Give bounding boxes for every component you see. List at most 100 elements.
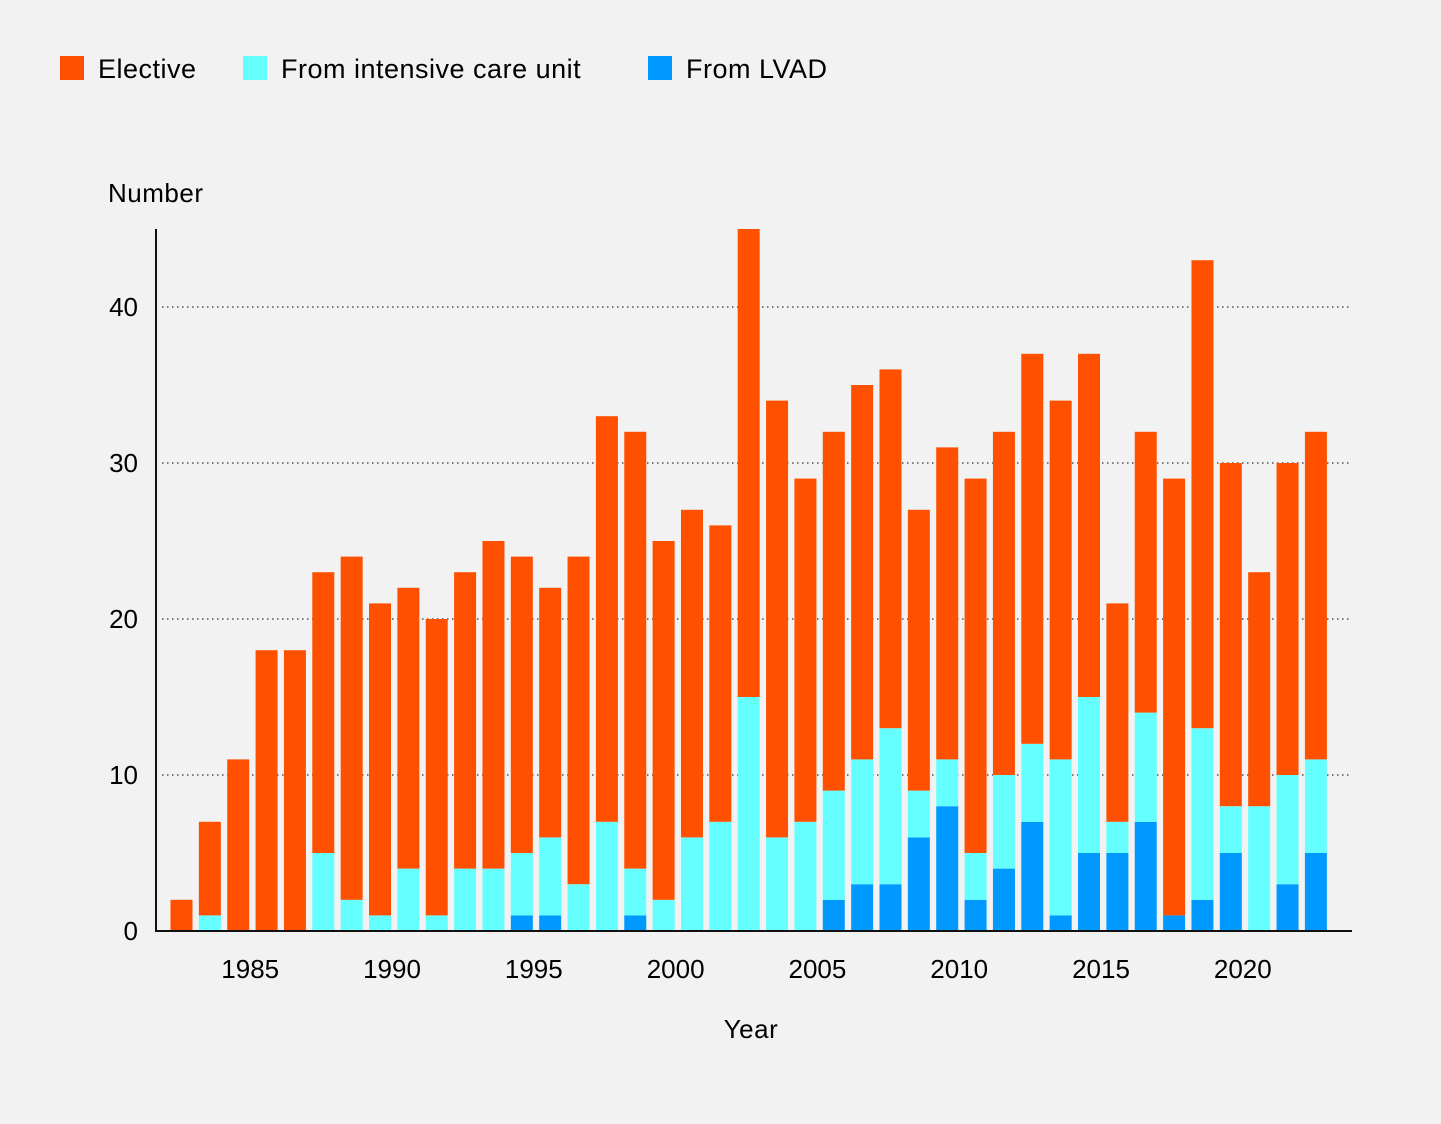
- bar-segment-from-intensive-care-unit: [539, 837, 562, 916]
- y-tick-label: 30: [109, 448, 138, 478]
- bar-segment-from-intensive-care-unit: [822, 790, 845, 900]
- bar-segment-elective: [794, 478, 817, 822]
- legend: Elective From intensive care unit From L…: [60, 54, 828, 84]
- x-tick-labels: 1985 1990 1995 2000 2005 2010 2015 2020: [221, 954, 1271, 984]
- bar-segment-elective: [709, 525, 732, 822]
- bar-segment-from-intensive-care-unit: [794, 821, 817, 931]
- bar-segment-from-lvad: [1191, 899, 1214, 931]
- bar-segment-from-intensive-care-unit: [1106, 821, 1129, 853]
- bar-segment-from-lvad: [822, 899, 845, 931]
- bar-segment-from-intensive-care-unit: [482, 868, 505, 931]
- bar-segment-elective: [425, 619, 448, 916]
- legend-label-lvad: From LVAD: [686, 54, 828, 84]
- bar-segment-from-lvad: [510, 915, 533, 931]
- bar-segment-from-lvad: [907, 837, 930, 931]
- bar-segment-elective: [879, 369, 902, 729]
- bars: [170, 229, 1327, 931]
- bar-segment-from-lvad: [1049, 915, 1072, 931]
- x-tick-label: 2020: [1214, 954, 1272, 984]
- x-tick-label: 1995: [505, 954, 563, 984]
- y-tick-label: 0: [124, 916, 138, 946]
- bar-segment-from-intensive-care-unit: [851, 759, 874, 885]
- bar-segment-from-lvad: [1219, 853, 1242, 931]
- bar-segment-from-intensive-care-unit: [340, 899, 363, 931]
- bar-segment-from-intensive-care-unit: [312, 853, 335, 931]
- bar-segment-from-intensive-care-unit: [1276, 775, 1299, 885]
- legend-label-elective: Elective: [98, 54, 197, 84]
- bar-segment-elective: [255, 650, 278, 931]
- legend-swatch-icu: [243, 56, 267, 80]
- bar-segment-from-lvad: [624, 915, 647, 931]
- bar-segment-elective: [851, 385, 874, 760]
- bar-segment-elective: [1134, 431, 1157, 713]
- bar-segment-from-lvad: [1106, 853, 1129, 931]
- bar-segment-elective: [170, 899, 193, 931]
- bar-segment-elective: [822, 431, 845, 791]
- legend-swatch-elective: [60, 56, 84, 80]
- bar-segment-elective: [737, 229, 760, 697]
- bar-segment-elective: [1049, 400, 1072, 760]
- bar-segment-from-lvad: [992, 868, 1015, 931]
- y-tick-label: 20: [109, 604, 138, 634]
- bar-segment-elective: [1219, 463, 1242, 807]
- bar-segment-from-intensive-care-unit: [567, 884, 590, 931]
- x-axis-title: Year: [724, 1014, 779, 1044]
- bar-segment-elective: [1304, 431, 1327, 760]
- bar-segment-elective: [1078, 353, 1101, 697]
- bar-segment-elective: [482, 541, 505, 869]
- bar-segment-from-lvad: [539, 915, 562, 931]
- bar-segment-from-intensive-care-unit: [454, 868, 477, 931]
- bar-segment-from-lvad: [936, 806, 959, 931]
- bar-segment-from-intensive-care-unit: [737, 697, 760, 931]
- bar-segment-elective: [369, 603, 392, 916]
- bar-segment-elective: [1191, 260, 1214, 729]
- bar-segment-from-intensive-care-unit: [397, 868, 420, 931]
- y-axis-title: Number: [108, 178, 203, 208]
- axes: [155, 229, 1352, 932]
- bar-segment-from-intensive-care-unit: [425, 915, 448, 931]
- bar-segment-from-intensive-care-unit: [680, 837, 703, 931]
- x-tick-label: 1990: [363, 954, 421, 984]
- bar-segment-from-lvad: [1163, 915, 1186, 931]
- x-tick-label: 2005: [788, 954, 846, 984]
- bar-segment-from-lvad: [851, 884, 874, 931]
- x-tick-label: 2010: [930, 954, 988, 984]
- bar-segment-elective: [936, 447, 959, 760]
- bar-segment-from-intensive-care-unit: [992, 775, 1015, 869]
- bar-segment-elective: [595, 416, 618, 822]
- bar-segment-from-intensive-care-unit: [369, 915, 392, 931]
- bar-segment-from-intensive-care-unit: [1304, 759, 1327, 853]
- bar-segment-from-lvad: [1134, 821, 1157, 931]
- bar-segment-from-intensive-care-unit: [1248, 806, 1271, 931]
- bar-segment-from-intensive-care-unit: [1078, 697, 1101, 853]
- bar-segment-from-intensive-care-unit: [766, 837, 789, 931]
- bar-segment-elective: [964, 478, 987, 853]
- bar-segment-from-intensive-care-unit: [1049, 759, 1072, 916]
- bar-segment-elective: [1248, 572, 1271, 807]
- x-tick-label: 2015: [1072, 954, 1130, 984]
- bar-segment-elective: [227, 759, 250, 931]
- legend-swatch-lvad: [648, 56, 672, 80]
- bar-segment-elective: [510, 556, 533, 853]
- bar-segment-from-intensive-care-unit: [1219, 806, 1242, 853]
- y-tick-label: 10: [109, 760, 138, 790]
- bar-segment-elective: [1163, 478, 1186, 916]
- bar-segment-from-intensive-care-unit: [1134, 712, 1157, 822]
- bar-segment-from-intensive-care-unit: [198, 915, 221, 931]
- bar-segment-elective: [766, 400, 789, 838]
- bar-segment-elective: [1276, 463, 1299, 775]
- bar-segment-from-intensive-care-unit: [652, 899, 675, 931]
- bar-segment-from-lvad: [1304, 853, 1327, 931]
- bar-segment-elective: [283, 650, 306, 931]
- bar-segment-elective: [1021, 353, 1044, 744]
- bar-segment-from-intensive-care-unit: [510, 853, 533, 916]
- y-tick-labels: 0 10 20 30 40: [109, 292, 138, 946]
- x-tick-label: 1985: [221, 954, 279, 984]
- bar-segment-elective: [340, 556, 363, 900]
- bar-segment-from-intensive-care-unit: [624, 868, 647, 916]
- bar-segment-elective: [1106, 603, 1129, 822]
- bar-segment-from-lvad: [879, 884, 902, 931]
- bar-segment-from-lvad: [1276, 884, 1299, 931]
- x-tick-label: 2000: [647, 954, 705, 984]
